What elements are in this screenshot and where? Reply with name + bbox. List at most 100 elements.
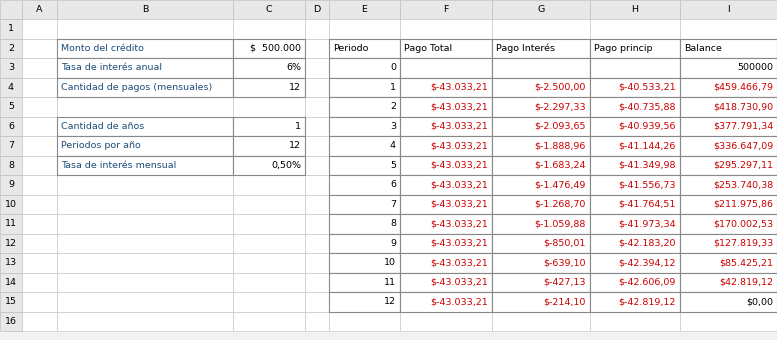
Bar (492, 78, 590, 97)
Bar (400, 214, 492, 234)
Text: 12: 12 (5, 239, 17, 248)
Bar (590, 253, 680, 272)
Text: 0,50%: 0,50% (271, 161, 301, 170)
Bar (305, 253, 329, 272)
Text: 11: 11 (384, 278, 396, 287)
Text: 9: 9 (8, 180, 14, 189)
Bar (492, 292, 590, 311)
Bar (492, 117, 590, 136)
Bar (400, 155, 492, 175)
Text: $-43.033,21: $-43.033,21 (430, 141, 488, 150)
Bar (680, 194, 777, 214)
Text: 10: 10 (384, 258, 396, 267)
Text: 12: 12 (289, 83, 301, 92)
Text: 1: 1 (390, 83, 396, 92)
Bar (329, 58, 400, 78)
Bar (680, 58, 777, 78)
Bar (590, 19, 680, 38)
Bar (400, 194, 492, 214)
Bar (233, 117, 305, 136)
Bar (492, 194, 590, 214)
Bar (680, 136, 777, 155)
Bar (680, 253, 777, 272)
Bar (329, 214, 400, 234)
Bar (590, 58, 680, 78)
Bar (57, 38, 233, 58)
Bar (22, 253, 57, 272)
Text: Pago princip: Pago princip (594, 44, 653, 53)
Text: $-427,13: $-427,13 (543, 278, 586, 287)
Text: $85.425,21: $85.425,21 (719, 258, 773, 267)
Text: D: D (313, 5, 321, 14)
Bar (329, 272, 400, 292)
Text: 16: 16 (5, 317, 17, 326)
Text: $-40.735,88: $-40.735,88 (618, 102, 676, 111)
Bar (22, 0, 57, 19)
Bar (400, 97, 492, 117)
Bar (305, 272, 329, 292)
Text: $-43.033,21: $-43.033,21 (430, 297, 488, 306)
Bar (680, 78, 777, 97)
Bar (305, 311, 329, 331)
Bar (590, 194, 680, 214)
Bar (400, 58, 492, 78)
Bar (590, 78, 680, 97)
Text: 2: 2 (390, 102, 396, 111)
Bar (590, 214, 680, 234)
Bar (22, 155, 57, 175)
Bar (590, 234, 680, 253)
Bar (57, 194, 233, 214)
Bar (233, 194, 305, 214)
Bar (400, 311, 492, 331)
Bar (400, 234, 492, 253)
Bar (590, 155, 680, 175)
Bar (492, 311, 590, 331)
Text: $-42.819,12: $-42.819,12 (618, 297, 676, 306)
Bar (329, 234, 400, 253)
Bar (57, 0, 233, 19)
Bar (400, 253, 492, 272)
Bar (329, 78, 400, 97)
Text: 10: 10 (5, 200, 17, 209)
Text: $-42.606,09: $-42.606,09 (618, 278, 676, 287)
Text: $418.730,90: $418.730,90 (713, 102, 773, 111)
Text: 3: 3 (390, 122, 396, 131)
Bar (590, 38, 680, 58)
Text: 0: 0 (390, 63, 396, 72)
Text: $  500.000: $ 500.000 (250, 44, 301, 53)
Bar (492, 78, 590, 97)
Bar (590, 155, 680, 175)
Bar (492, 155, 590, 175)
Bar (22, 292, 57, 311)
Bar (57, 253, 233, 272)
Text: C: C (266, 5, 272, 14)
Bar (57, 19, 233, 38)
Bar (400, 136, 492, 155)
Bar (0, 78, 22, 97)
Bar (492, 155, 590, 175)
Text: $-42.394,12: $-42.394,12 (618, 258, 676, 267)
Bar (400, 292, 492, 311)
Bar (400, 38, 492, 58)
Text: 500000: 500000 (737, 63, 773, 72)
Bar (0, 155, 22, 175)
Text: 1: 1 (295, 122, 301, 131)
Bar (492, 136, 590, 155)
Bar (492, 272, 590, 292)
Bar (590, 214, 680, 234)
Bar (233, 136, 305, 155)
Text: $0,00: $0,00 (746, 297, 773, 306)
Bar (680, 136, 777, 155)
Bar (22, 58, 57, 78)
Text: $-43.033,21: $-43.033,21 (430, 200, 488, 209)
Bar (400, 214, 492, 234)
Bar (305, 78, 329, 97)
Bar (590, 117, 680, 136)
Bar (590, 272, 680, 292)
Bar (400, 272, 492, 292)
Text: 13: 13 (5, 258, 17, 267)
Bar (0, 234, 22, 253)
Bar (400, 155, 492, 175)
Bar (22, 175, 57, 194)
Bar (233, 292, 305, 311)
